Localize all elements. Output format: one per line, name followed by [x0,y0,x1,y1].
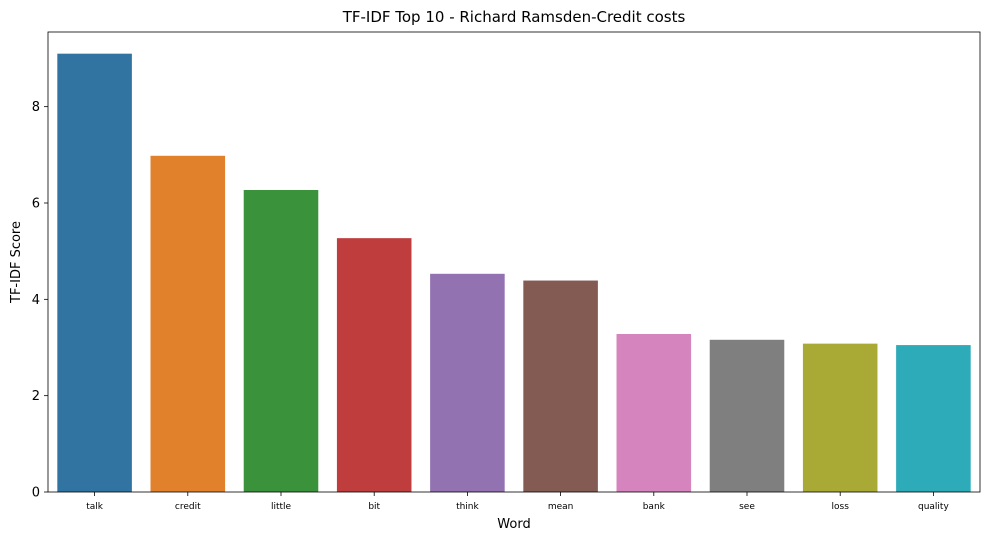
bar-bit [336,238,412,492]
bar-loss [802,343,878,492]
x-tick-label: loss [832,502,850,512]
x-axis-label: Word [497,517,530,532]
y-tick-label: 6 [32,196,40,211]
y-axis-ticks: 0 2 4 6 8 [32,100,48,501]
bar-talk [57,53,132,493]
y-tick-label: 8 [32,100,40,115]
x-tick-label: think [456,502,479,512]
bar-bank [616,334,692,492]
y-tick-label: 4 [32,293,40,308]
x-tick-label: see [739,502,755,512]
bar-credit [150,155,226,492]
bars-group [57,53,971,493]
x-axis-ticks: talk credit little bit think mean bank see loss q… [86,492,949,512]
x-tick-label: bank [643,502,666,512]
chart-title: TF-IDF Top 10 - Richard Ramsden-Credit c… [342,8,686,26]
x-tick-label: quality [918,502,949,512]
bar-see [709,339,785,492]
y-tick-label: 2 [32,389,40,404]
x-tick-label: credit [175,502,201,512]
x-tick-label: mean [548,502,574,512]
bar-mean [523,280,598,492]
bar-think [430,273,505,492]
x-tick-label: talk [86,502,104,512]
plot-frame [47,31,981,493]
bar-quality [896,345,971,492]
y-axis-label: TF-IDF Score [9,221,24,304]
x-tick-label: bit [368,502,380,512]
x-tick-label: little [271,502,292,512]
bar-little [243,189,319,492]
y-tick-label: 0 [32,486,40,501]
